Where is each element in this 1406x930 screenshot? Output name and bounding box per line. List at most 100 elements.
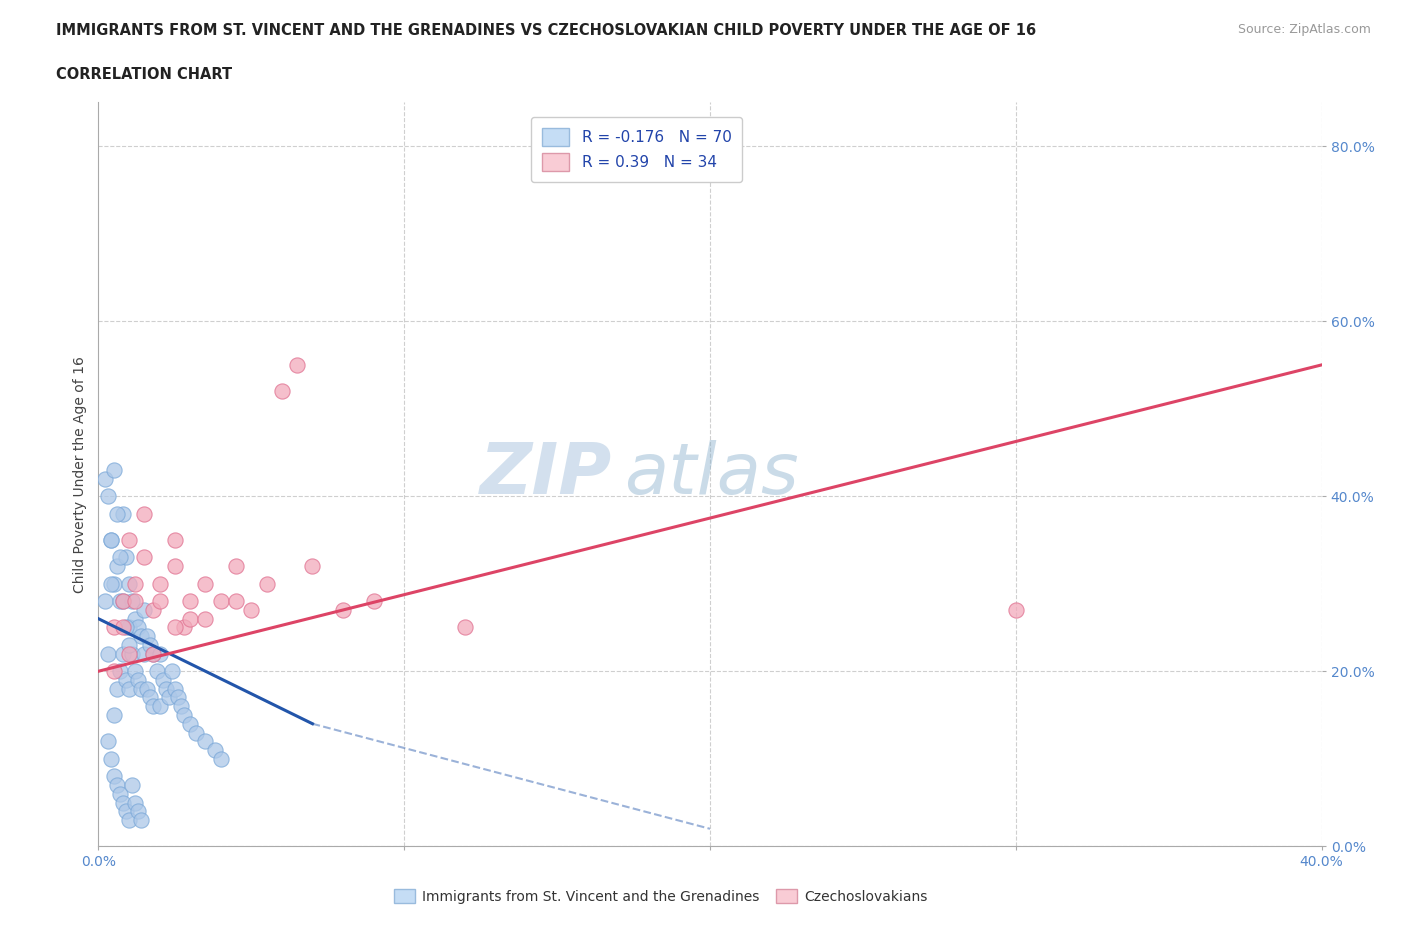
Point	[160, 664, 183, 679]
Point	[149, 577, 172, 591]
Point	[186, 725, 208, 740]
Point	[111, 593, 134, 608]
Point	[103, 620, 125, 635]
Point	[285, 357, 308, 372]
Point	[149, 593, 172, 608]
Point	[111, 593, 134, 608]
Point	[100, 533, 122, 548]
Point	[139, 690, 162, 705]
Point	[121, 777, 143, 792]
Point	[163, 682, 186, 697]
Point	[225, 559, 247, 574]
Point	[179, 611, 201, 626]
Point	[108, 593, 131, 608]
Point	[93, 472, 115, 486]
Point	[142, 646, 165, 661]
Y-axis label: Child Poverty Under the Age of 16: Child Poverty Under the Age of 16	[73, 356, 87, 592]
Point	[163, 559, 186, 574]
Point	[173, 620, 195, 635]
Point	[100, 533, 122, 548]
Point	[149, 698, 172, 713]
Point	[124, 611, 146, 626]
Point	[134, 506, 156, 521]
Point	[145, 664, 167, 679]
Point	[93, 593, 115, 608]
Point	[124, 795, 146, 810]
Point	[100, 577, 122, 591]
Point	[157, 690, 180, 705]
Point	[124, 593, 146, 608]
Point	[142, 698, 165, 713]
Point	[167, 690, 190, 705]
Point	[105, 559, 128, 574]
Point	[124, 577, 146, 591]
Point	[454, 620, 477, 635]
Point	[209, 751, 232, 766]
Point	[225, 593, 247, 608]
Point	[194, 577, 217, 591]
Text: atlas: atlas	[624, 440, 799, 509]
Point	[124, 664, 146, 679]
Point	[332, 603, 354, 618]
Point	[136, 629, 159, 644]
Point	[118, 577, 141, 591]
Point	[173, 708, 195, 723]
Point	[127, 672, 149, 687]
Point	[139, 638, 162, 653]
Point	[105, 682, 128, 697]
Point	[111, 506, 134, 521]
Point	[240, 603, 263, 618]
Point	[108, 787, 131, 802]
Point	[179, 593, 201, 608]
Point	[105, 777, 128, 792]
Point	[118, 638, 141, 653]
Point	[115, 550, 138, 565]
Point	[118, 620, 141, 635]
Point	[118, 813, 141, 828]
Point	[97, 646, 120, 661]
Point	[149, 646, 172, 661]
Legend: R = -0.176   N = 70, R = 0.39   N = 34: R = -0.176 N = 70, R = 0.39 N = 34	[531, 117, 742, 181]
Point	[163, 620, 186, 635]
Text: IMMIGRANTS FROM ST. VINCENT AND THE GRENADINES VS CZECHOSLOVAKIAN CHILD POVERTY : IMMIGRANTS FROM ST. VINCENT AND THE GREN…	[56, 23, 1036, 38]
Point	[103, 664, 125, 679]
Point	[111, 620, 134, 635]
Point	[142, 603, 165, 618]
Point	[301, 559, 323, 574]
Point	[270, 384, 292, 399]
Point	[103, 769, 125, 784]
Legend: Immigrants from St. Vincent and the Grenadines, Czechoslovakians: Immigrants from St. Vincent and the Gren…	[389, 884, 932, 910]
Point	[152, 672, 174, 687]
Text: Source: ZipAtlas.com: Source: ZipAtlas.com	[1237, 23, 1371, 36]
Point	[115, 804, 138, 818]
Point	[111, 795, 134, 810]
Point	[118, 533, 141, 548]
Point	[179, 716, 201, 731]
Text: ZIP: ZIP	[479, 440, 612, 509]
Point	[1004, 603, 1026, 618]
Point	[108, 664, 131, 679]
Point	[111, 646, 134, 661]
Point	[163, 533, 186, 548]
Point	[142, 646, 165, 661]
Point	[204, 742, 226, 757]
Point	[115, 672, 138, 687]
Point	[103, 577, 125, 591]
Point	[108, 550, 131, 565]
Point	[127, 804, 149, 818]
Point	[155, 682, 177, 697]
Point	[129, 629, 152, 644]
Point	[97, 489, 120, 504]
Point	[194, 611, 217, 626]
Point	[134, 646, 156, 661]
Point	[97, 734, 120, 749]
Point	[103, 708, 125, 723]
Point	[134, 550, 156, 565]
Point	[121, 646, 143, 661]
Point	[103, 462, 125, 477]
Point	[134, 603, 156, 618]
Point	[105, 506, 128, 521]
Point	[115, 620, 138, 635]
Point	[100, 751, 122, 766]
Point	[170, 698, 193, 713]
